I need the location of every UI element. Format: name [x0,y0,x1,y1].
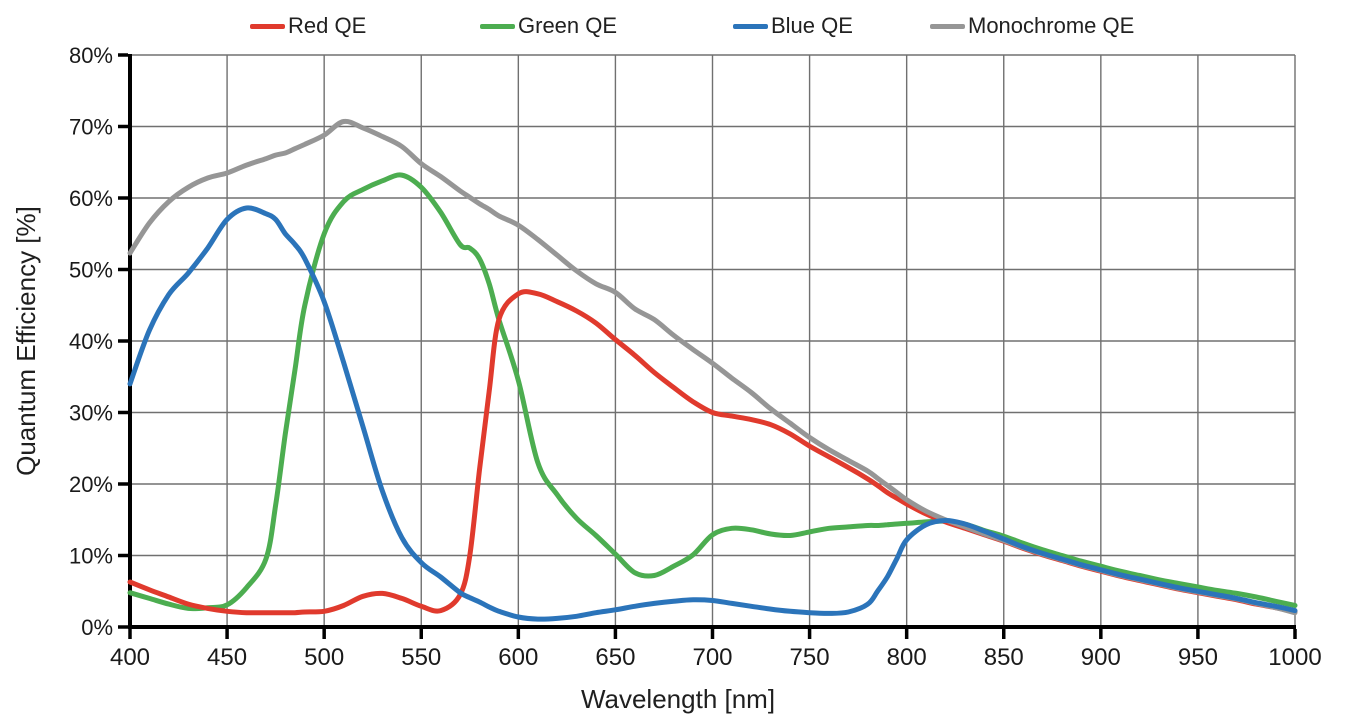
x-tick-label: 700 [692,644,732,671]
x-tick-label: 900 [1081,644,1121,671]
x-tick-label: 1000 [1268,644,1321,671]
y-tick-label: 0% [81,615,113,640]
blue-series-swatch [733,23,768,29]
x-axis-title: Wavelength [nm] [581,684,775,714]
y-tick-label: 50% [69,258,113,283]
gridlines [130,54,1296,627]
x-tick-label: 800 [887,644,927,671]
x-tick-label: 950 [1178,644,1218,671]
legend-label-blue-qe: Blue QE [771,13,853,38]
x-tick-label: 400 [110,644,150,671]
red-series-swatch [250,23,285,29]
x-tick-label: 750 [790,644,830,671]
y-tick-label: 70% [69,115,113,140]
x-tick-label: 550 [401,644,441,671]
legend-label-monochrome-qe: Monochrome QE [968,13,1135,38]
x-tick-label: 650 [595,644,635,671]
x-tick-label: 600 [498,644,538,671]
green-series-swatch [480,23,515,29]
y-tick-label: 80% [69,43,113,68]
legend-item-red-qe: Red QE [250,14,366,38]
qe-curves [127,118,1298,622]
y-tick-label: 60% [69,186,113,211]
y-tick-label: 20% [69,472,113,497]
tick-labels: 400 450 500 550 600 650 700 750 800 850 900 950 1000… [69,43,1322,671]
green-qe-curve [127,172,1298,612]
axes [118,53,1297,639]
y-tick-label: 40% [69,329,113,354]
x-tick-label: 500 [304,644,344,671]
monochrome-series-swatch [930,23,965,29]
legend-item-green-qe: Green QE [480,14,617,38]
x-tick-label: 850 [984,644,1024,671]
y-tick-label: 30% [69,401,113,426]
chart-legend: Red QE Green QE Blue QE Monochrome QE [0,0,1349,46]
legend-label-green-qe: Green QE [518,13,618,38]
y-tick-label: 10% [69,544,113,569]
legend-label-red-qe: Red QE [288,13,367,38]
y-axis-title: Quantum Efficiency [%] [11,206,41,476]
blue-qe-curve [127,205,1298,622]
legend-item-monochrome-qe: Monochrome QE [930,14,1134,38]
x-tick-label: 450 [207,644,247,671]
legend-item-blue-qe: Blue QE [733,14,853,38]
